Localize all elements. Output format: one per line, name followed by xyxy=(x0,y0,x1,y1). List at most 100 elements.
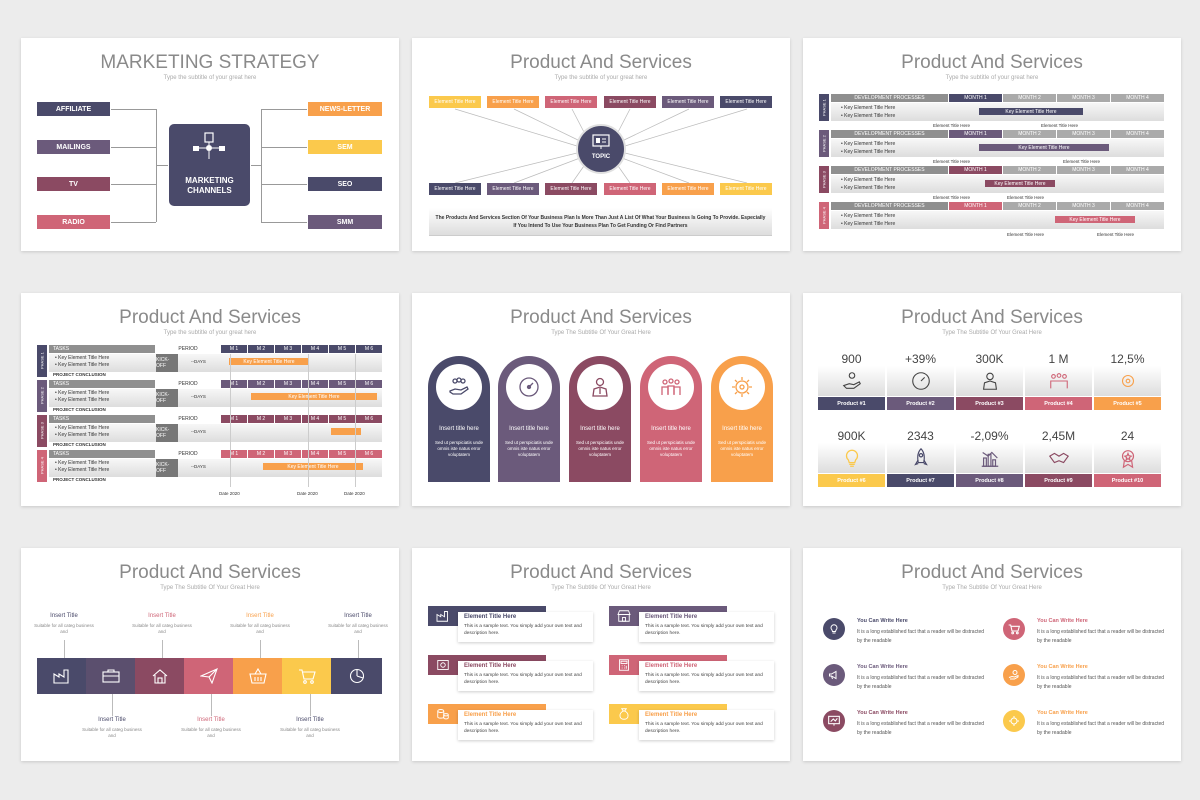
slide-timeline-strip[interactable]: Product And Services Type The Subtitle O… xyxy=(21,548,399,761)
month-header: MONTH 2 xyxy=(1003,166,1056,174)
date-label: Date 2020 xyxy=(219,491,240,496)
element-tag: Element Title Here xyxy=(604,96,656,108)
element-tag: Element Title Here xyxy=(662,96,714,108)
m-header: M 5 xyxy=(329,415,355,423)
slide-kpi-grid[interactable]: Product And Services Type The Subtitle O… xyxy=(803,293,1181,506)
slide-pill-cards[interactable]: Product And Services Type The Subtitle O… xyxy=(412,293,790,506)
phase-label: PHASE 3 xyxy=(37,415,47,447)
lightbulb-icon xyxy=(830,624,838,634)
month-header: MONTH 3 xyxy=(1057,166,1110,174)
bullet-2: • Key Element Title Here xyxy=(841,221,896,227)
slide-subtitle: Type the subtitle of your great here xyxy=(945,75,1039,81)
presentation-icon xyxy=(592,134,610,149)
month-header: MONTH 1 xyxy=(949,130,1002,138)
coins-icon xyxy=(437,709,449,720)
key-bar: Key Element Title Here xyxy=(263,463,363,470)
key-bar: Key Element Title Here xyxy=(251,393,377,400)
period-header: PERIOD xyxy=(156,345,220,353)
factory-icon xyxy=(52,669,69,684)
gear-idea-icon xyxy=(732,377,752,397)
m-header: M 2 xyxy=(248,380,274,388)
gear-idea-icon xyxy=(1009,716,1019,726)
m-header: M 1 xyxy=(221,345,247,353)
kpi-card: 12,5% Product #5 xyxy=(1094,350,1161,410)
slide-task-gantt[interactable]: Product And Services Type the subtitle o… xyxy=(21,293,399,506)
month-header: MONTH 3 xyxy=(1057,202,1110,210)
key-bar: Key Element Title Here xyxy=(229,358,309,365)
slide-subtitle: Type The Subtitle Of Your Great Here xyxy=(551,585,651,591)
slide-title: Product And Services xyxy=(510,52,692,73)
channel-affiliate: AFFILIATE xyxy=(37,102,110,116)
kpi-card: 900K Product #6 xyxy=(818,427,885,487)
element-tag: Element Title Here xyxy=(487,183,539,195)
kpi-card: +39% Product #2 xyxy=(887,350,954,410)
gauge-icon xyxy=(519,377,539,397)
item-title: Insert title here xyxy=(580,426,620,432)
tasks-header: TASKS xyxy=(49,380,155,388)
element-label: Element Title Here xyxy=(1097,232,1135,237)
insert-desc: Suitable for all categ business and xyxy=(230,623,290,634)
kpi-card: 1 M Product #4 xyxy=(1025,350,1092,410)
bullet-2: • Key Element Title Here xyxy=(55,362,110,368)
slide-element-cards[interactable]: Product And Services Type The Subtitle O… xyxy=(412,548,790,761)
insert-desc: Suitable for all categ business and xyxy=(280,727,340,738)
bullet-2: • Key Element Title Here xyxy=(841,149,896,155)
period-header: PERIOD xyxy=(156,415,220,423)
m-header: M 6 xyxy=(356,380,382,388)
channel-newsletter: NEWS-LETTER xyxy=(308,102,382,116)
m-header: M 3 xyxy=(275,450,301,458)
date-label: Date 2020 xyxy=(297,491,318,496)
cart-icon xyxy=(1008,624,1020,635)
dev-header: DEVELOPMENT PROCESSES xyxy=(831,94,948,102)
pill-card: Insert title here Sed ut perspiciatis un… xyxy=(711,356,773,482)
insert-desc: Suitable for all categ business and xyxy=(34,623,94,634)
insert-title: Insert Title xyxy=(197,717,225,723)
kpi-card: 24 Product #10 xyxy=(1094,427,1161,487)
award-icon xyxy=(1121,450,1134,469)
month-header: MONTH 3 xyxy=(1057,94,1110,102)
kpi-card: 900 Product #1 xyxy=(818,350,885,410)
m-header: M 2 xyxy=(248,450,274,458)
element-tag: Element Title Here xyxy=(429,183,481,195)
insert-desc: Suitable for all categ business and xyxy=(328,623,388,634)
m-header: M 1 xyxy=(221,380,247,388)
insert-title: Insert Title xyxy=(296,717,324,723)
slide-marketing-strategy[interactable]: MARKETING STRATEGY Type the subtitle of … xyxy=(21,38,399,251)
home-icon xyxy=(152,669,167,684)
list-item: You Can Write Here It is a long establis… xyxy=(823,618,988,658)
slide-subtitle: Type the subtitle of your great here xyxy=(163,330,257,336)
element-tag: Element Title Here xyxy=(720,96,772,108)
m-header: M 5 xyxy=(329,450,355,458)
bullet-1: • Key Element Title Here xyxy=(55,460,110,466)
days-label: --DAYS xyxy=(191,464,206,469)
paper-plane-icon xyxy=(199,668,218,684)
list-item: You Can Write Here It is a long establis… xyxy=(1003,710,1168,750)
cart-icon xyxy=(298,669,316,684)
kpi-card: 300K Product #3 xyxy=(956,350,1023,410)
slide-phase-gantt[interactable]: Product And Services Type the subtitle o… xyxy=(803,38,1181,251)
megaphone-icon xyxy=(829,670,837,680)
slide-icon-list[interactable]: Product And Services Type The Subtitle O… xyxy=(803,548,1181,761)
channel-smm: SMM xyxy=(308,215,382,229)
topic-circle: TOPIC xyxy=(576,124,626,174)
list-item: You Can Write Here It is a long establis… xyxy=(823,664,988,704)
pill-card: Insert title here Sed ut perspiciatis un… xyxy=(569,356,631,482)
slide-topic-spokes[interactable]: Product And Services Type the subtitle o… xyxy=(412,38,790,251)
days-label: --DAYS xyxy=(191,429,206,434)
tasks-header: TASKS xyxy=(49,450,155,458)
phase-label: PHASE 4 xyxy=(819,202,829,229)
bullet-2: • Key Element Title Here xyxy=(55,397,110,403)
slide-subtitle: Type The Subtitle Of Your Great Here xyxy=(942,330,1042,336)
list-item: You Can Write Here It is a long establis… xyxy=(1003,618,1168,658)
m-header: M 5 xyxy=(329,345,355,353)
description-bar: The Products And Services Section Of You… xyxy=(429,208,772,236)
pill-card: Insert title here Sed ut perspiciatis un… xyxy=(498,356,560,482)
month-header: MONTH 1 xyxy=(949,94,1002,102)
element-tag: Element Title Here xyxy=(545,183,597,195)
period-header: PERIOD xyxy=(156,450,220,458)
timeline-strip xyxy=(37,658,382,694)
center-label: MARKETING CHANNELS xyxy=(185,176,234,195)
bullet-1: • Key Element Title Here xyxy=(841,213,896,219)
conclusion-label: PROJECT CONCLUSION xyxy=(53,442,106,447)
m-header: M 4 xyxy=(302,380,328,388)
